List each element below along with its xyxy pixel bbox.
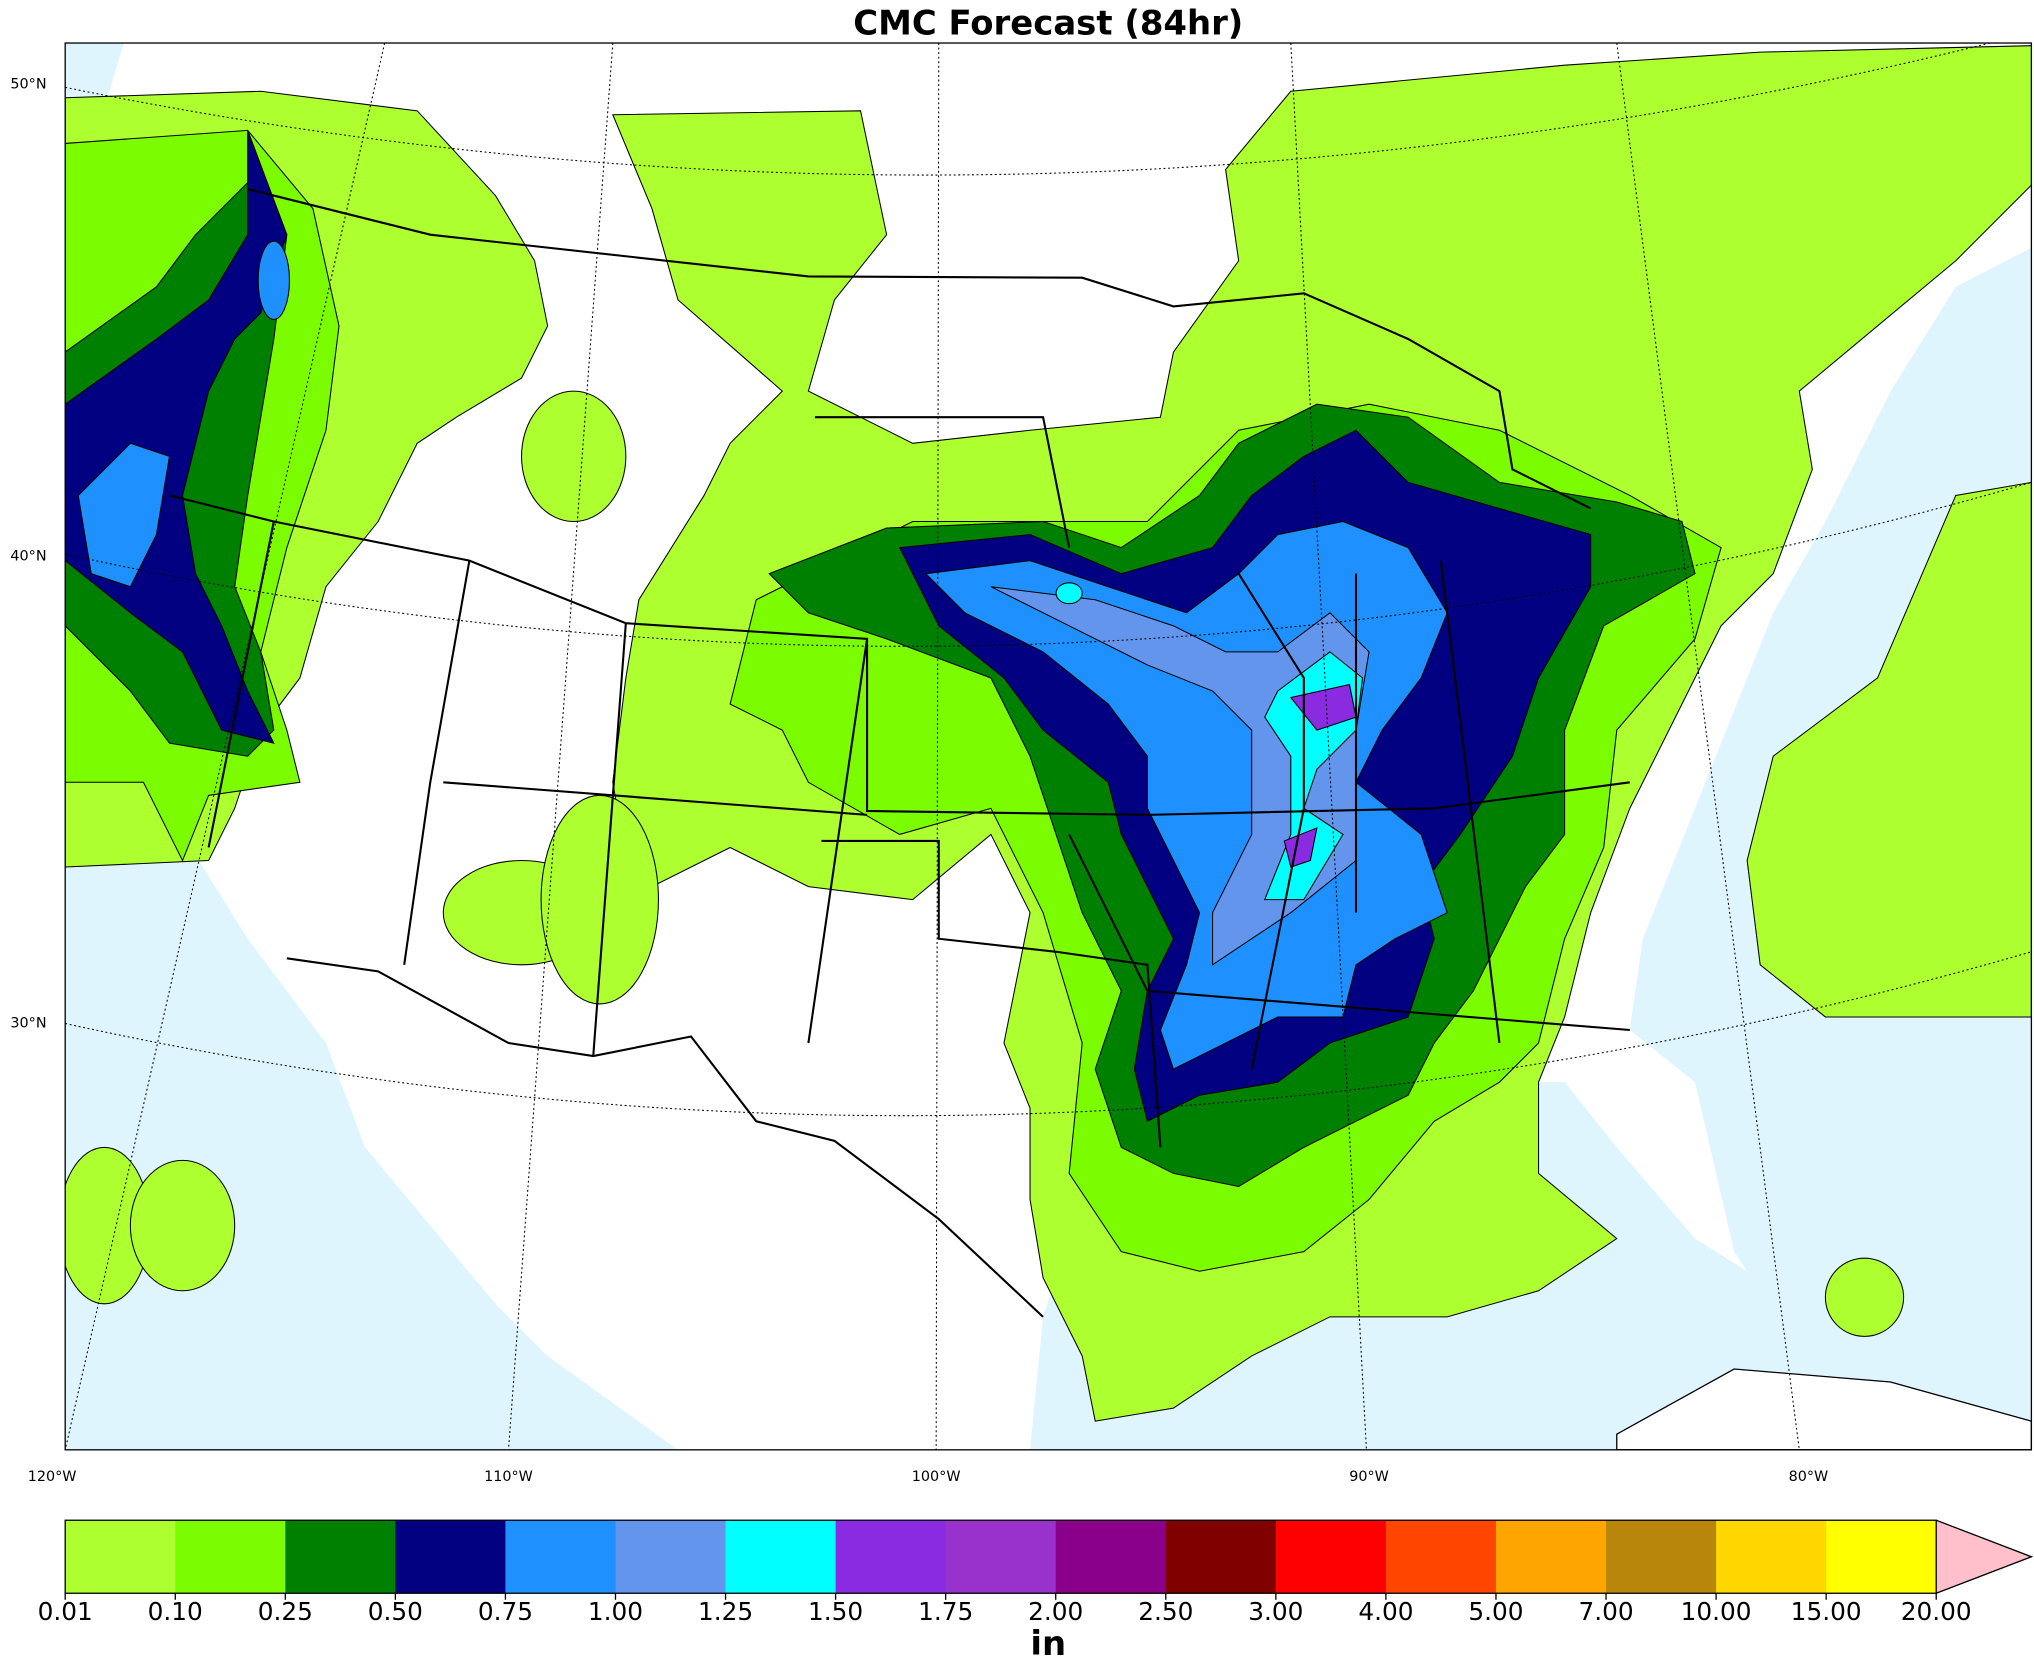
map-frame xyxy=(64,42,2033,1451)
lon-label: 120°W xyxy=(28,1469,77,1485)
colorbar-tick-label: 0.25 xyxy=(258,1597,313,1626)
colorbar-bin xyxy=(835,1520,947,1594)
colorbar-tick-label: 0.50 xyxy=(368,1597,423,1626)
colorbar-tick-label: 15.00 xyxy=(1791,1597,1862,1626)
lon-label: 80°W xyxy=(1789,1469,1829,1485)
colorbar-tick-label: 1.50 xyxy=(808,1597,863,1626)
colorbar-tick-label: 4.00 xyxy=(1358,1597,1413,1626)
colorbar-bin xyxy=(175,1520,286,1594)
colorbar-tick-label: 5.00 xyxy=(1468,1597,1523,1626)
cuba xyxy=(1616,1368,2032,1450)
colorbar-bin xyxy=(285,1520,397,1594)
colorbar-unit: in xyxy=(1030,1624,1066,1663)
borders xyxy=(169,188,1630,1318)
lon-label: 90°W xyxy=(1349,1469,1389,1485)
colorbar-bin xyxy=(1275,1520,1387,1594)
colorbar-bin xyxy=(1606,1520,1717,1594)
colorbar-bin xyxy=(65,1520,176,1594)
lon-label: 100°W xyxy=(912,1469,961,1485)
colorbar-bin xyxy=(945,1520,1057,1594)
colorbar-tick-label: 1.25 xyxy=(698,1597,753,1626)
colorbar-frame xyxy=(64,1519,1937,1594)
colorbar-tick-label: 0.10 xyxy=(148,1597,203,1626)
colorbar-tick-label: 2.50 xyxy=(1138,1597,1193,1626)
precip-cornflower xyxy=(990,586,1370,966)
lon-label: 110°W xyxy=(484,1469,533,1485)
colorbar-bin xyxy=(1055,1520,1167,1594)
colorbar-tick-label: 3.00 xyxy=(1248,1597,1303,1626)
colorbar-bin xyxy=(615,1520,727,1594)
graticule xyxy=(65,43,2032,1450)
colorbar-tick-label: 2.00 xyxy=(1028,1597,1083,1626)
colorbar-bin xyxy=(1826,1520,1937,1594)
lat-label: 40°N xyxy=(10,549,46,565)
colorbar-tick-label: 20.00 xyxy=(1901,1597,1972,1626)
colorbar-tick-label: 0.75 xyxy=(478,1597,533,1626)
colorbar-extend-frame xyxy=(1935,1519,2034,1594)
colorbar-bin xyxy=(725,1520,837,1594)
colorbar-bin xyxy=(1385,1520,1497,1594)
colorbar-tick-label: 7.00 xyxy=(1578,1597,1633,1626)
title: CMC Forecast (84hr) xyxy=(853,3,1243,42)
colorbar-bin xyxy=(1495,1520,1607,1594)
colorbar-bin xyxy=(395,1520,507,1594)
lat-label: 30°N xyxy=(10,1015,46,1031)
colorbar-tick-label: 0.01 xyxy=(38,1597,93,1626)
map xyxy=(65,43,2032,1450)
colorbar-tick-label: 1.00 xyxy=(588,1597,643,1626)
lat-label: 50°N xyxy=(10,77,46,93)
colorbar-bin xyxy=(505,1520,617,1594)
colorbar-tick-label: 10.00 xyxy=(1681,1597,1752,1626)
colorbar-bin xyxy=(1716,1520,1827,1594)
colorbar-tick-label: 1.75 xyxy=(918,1597,973,1626)
colorbar-extend xyxy=(1936,1520,2032,1594)
colorbar-bin xyxy=(1165,1520,1277,1594)
